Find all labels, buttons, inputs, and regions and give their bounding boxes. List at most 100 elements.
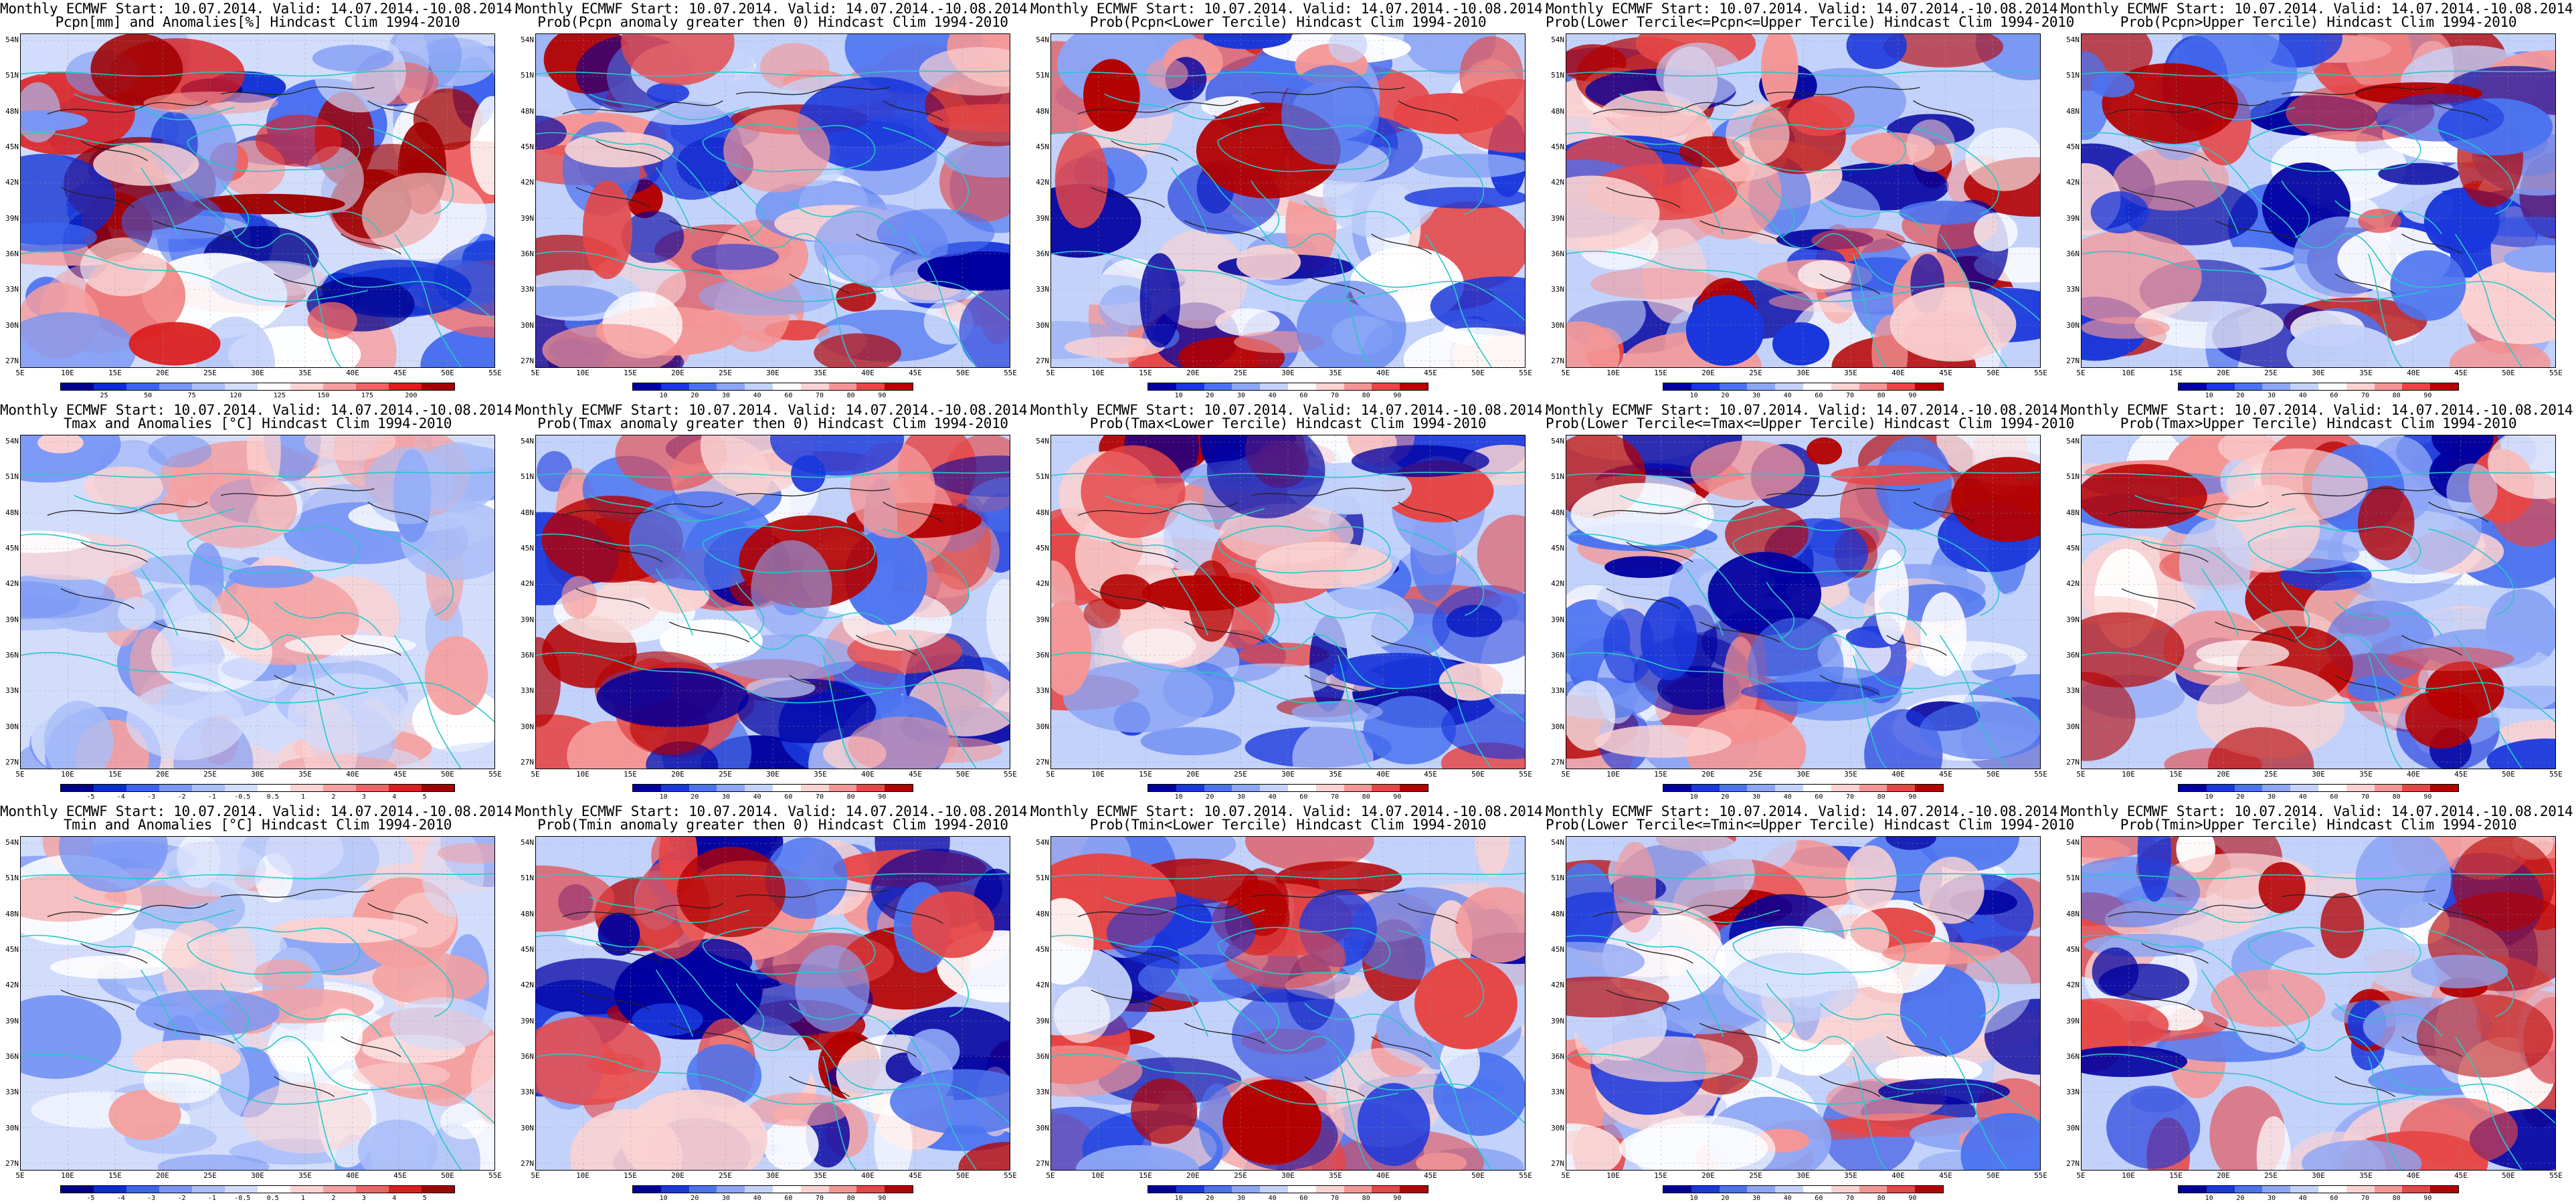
colorbar-tick-label: 40 [1783,793,1792,801]
longitude-label: 35E [2359,1171,2373,1180]
map-panel: Monthly ECMWF Start: 10.07.2014. Valid: … [515,0,1036,401]
colorbar-tick-label: 10 [2205,392,2213,399]
latitude-label: 39N [5,615,19,624]
colorbar-tick-label: 20 [1721,1195,1730,1202]
latitude-label: 33N [521,285,534,294]
colorbar-tick-label: 4 [392,793,397,801]
climatology-contour [2428,100,2489,122]
colorbar-swatch [1148,1186,1176,1193]
colorbar-tick-label: 25 [100,392,108,399]
latitude-label: 45N [521,945,534,954]
latitude-label: 51N [1036,71,1049,80]
latitude-label: 45N [1036,544,1049,553]
coastline [702,124,876,173]
colorbar-swatch [885,1186,913,1193]
field-shade-blob [2416,994,2554,1078]
colorbar-swatch [1691,383,1720,390]
field-shade-blob [1404,187,1525,209]
field-shade-blob [1236,244,1301,280]
climatology-contour [1766,86,1920,96]
colorbar-tick-label: -5 [86,1195,95,1202]
longitude-label: 25E [2264,1171,2278,1180]
panel-title-line2: Prob(Tmax anomaly greater then 0) Hindca… [537,415,1008,431]
coastline [2428,126,2514,215]
map-panel: Monthly ECMWF Start: 10.07.2014. Valid: … [2061,401,2576,803]
latitude-label: 33N [1036,1088,1049,1097]
colorbar-tick-label: 90 [1908,1195,1917,1202]
coastline [536,132,1010,321]
longitude-label: 45E [1939,369,1952,377]
longitude-label: 5E [1046,770,1055,779]
longitude-label: 45E [909,369,922,377]
latitude-label: 30N [521,1123,534,1132]
colorbar-tick-label: 75 [187,392,196,399]
colorbar-swatch [856,383,885,390]
field-shade-blob [1131,1078,1198,1144]
coastline [1853,254,1888,367]
climatology-contour [367,502,428,523]
latitude-label: 39N [2066,213,2080,223]
field-shade-blob [1054,132,1109,229]
longitude-label: 45E [2454,1171,2468,1180]
colorbar-swatch [745,383,773,390]
colorbar-tick-label: 5 [422,1195,427,1202]
field-shade-blob [660,619,763,664]
colorbar-swatch [800,383,829,390]
longitude-label: 35E [814,1171,827,1180]
latitude-label: 48N [2066,508,2080,517]
field-shade-blob [629,491,775,591]
colorbar-swatch [1176,785,1204,791]
colorbar-swatch [1400,383,1428,390]
colorbar-swatch [633,383,661,390]
field-shade-blob [470,96,494,195]
colorbar-swatch [94,785,126,791]
forecast-map [1566,435,2041,769]
field-shade-blob [413,88,482,150]
longitude-label: 25E [203,1171,217,1180]
longitude-label: 45E [393,770,407,779]
climatology-contour [60,187,134,208]
latitude-label: 54N [1036,838,1049,847]
longitude-label: 30E [251,770,264,779]
colorbar-swatch [2402,785,2431,791]
field-shade-blob [2405,688,2478,749]
latitude-label: 48N [521,909,534,918]
colorbar-swatch [1691,1186,1720,1193]
field-shade-blob [1846,34,1907,70]
field-shade-blob [561,575,597,619]
latitude-label: 45N [5,142,19,151]
longitude-label: 5E [15,1171,25,1180]
longitude-label: 45E [1424,770,1437,779]
map-panel: Monthly ECMWF Start: 10.07.2014. Valid: … [515,803,1036,1204]
colorbar-swatch [1859,1186,1888,1193]
colorbar-tick-label: 10 [2205,793,2213,801]
longitude-label: 40E [1376,369,1390,377]
longitude-label: 50E [2502,770,2515,779]
latitude-label: 39N [2066,1016,2080,1025]
longitude-label: 30E [1281,369,1295,377]
panel-title-line1: Monthly ECMWF Start: 10.07.2014. Valid: … [0,1,521,17]
field-shade-blob [1064,336,1165,359]
field-shade-blob [1296,280,1406,367]
longitude-label: 5E [15,770,25,779]
longitude-label: 50E [2502,369,2515,377]
colorbar-swatch [1204,1186,1232,1193]
coastline [1338,254,1372,367]
longitude-label: 20E [156,770,169,779]
field-shade-blob [312,44,394,72]
field-shade-blob [986,579,1010,663]
forecast-map [20,435,495,769]
panel-title-line2: Prob(Tmax<Lower Tercile) Hindcast Clim 1… [1089,415,1487,431]
longitude-label: 20E [1701,770,1715,779]
latitude-label: 42N [2066,178,2080,187]
colorbar-tick-label: -1 [207,793,216,801]
map-panel: Monthly ECMWF Start: 10.07.2014. Valid: … [2061,803,2576,1204]
coastline [274,200,382,235]
longitude-label: 50E [956,770,970,779]
field-shade-blob [1083,598,1121,629]
longitude-label: 15E [108,1171,122,1180]
forecast-field-svg [21,435,494,769]
field-shade-blob [2452,837,2555,932]
panel-title-line1: Monthly ECMWF Start: 10.07.2014. Valid: … [515,402,1036,418]
field-shade-blob [389,997,492,1050]
